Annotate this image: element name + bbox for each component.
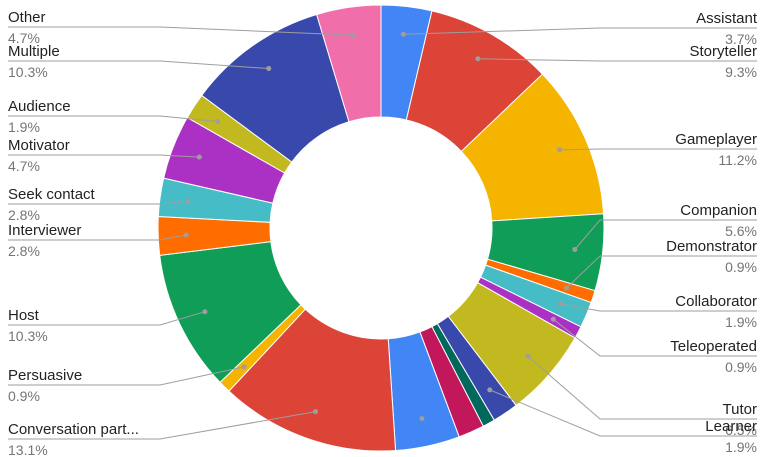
slice-percent-demonstrator: 0.9% [725, 259, 757, 275]
leader-line-conversation-part [8, 411, 316, 440]
slice-percent-teleoperated: 0.9% [725, 359, 757, 375]
slice-label-multiple: Multiple [8, 43, 60, 60]
slice-label-gameplayer: Gameplayer [675, 131, 757, 148]
slice-percent-seek-contact: 2.8% [8, 207, 40, 223]
leader-line-teleoperated [552, 318, 757, 357]
slice-label-conversation-part: Conversation part... [8, 421, 139, 438]
leader-line-companion [574, 219, 757, 250]
slice-percent-learner: 1.9% [725, 439, 757, 455]
slice-label-interviewer: Interviewer [8, 222, 81, 239]
leader-dot-instructor [419, 416, 425, 422]
slice-percent-audience: 1.9% [8, 119, 40, 135]
leader-line-assistant [403, 27, 757, 35]
leader-line-other [8, 26, 353, 36]
leader-line-storyteller [477, 58, 757, 62]
slice-label-persuasive: Persuasive [8, 367, 82, 384]
slices [157, 4, 605, 452]
slice-label-seek-contact: Seek contact [8, 186, 96, 203]
slice-label-companion: Companion [680, 202, 757, 219]
slice-label-storyteller: Storyteller [689, 43, 757, 60]
slice-percent-motivator: 4.7% [8, 158, 40, 174]
slice-percent-persuasive: 0.9% [8, 388, 40, 404]
leader-line-gameplayer [559, 148, 757, 151]
leader-line-host [8, 311, 206, 326]
leader-line-interviewer [8, 234, 187, 241]
slice-label-teleoperated: Teleoperated [670, 338, 757, 355]
leader-line-seek-contact [8, 200, 188, 205]
slice-percent-assistant: 3.7% [725, 31, 757, 47]
leader-line-collaborator [560, 303, 757, 312]
slice-percent-interviewer: 2.8% [8, 243, 40, 259]
slice-percent-tutor: 6.5% [725, 422, 757, 438]
leader-line-learner [489, 389, 757, 437]
slice-label-host: Host [8, 307, 40, 324]
leader-dot-interviewer [183, 232, 189, 238]
slice-percent-storyteller: 9.3% [725, 64, 757, 80]
leader-line-persuasive [8, 366, 245, 386]
leader-lines [8, 26, 757, 440]
slice-percent-instructor: 4.7% [725, 0, 757, 3]
slice-label-instructor: Instructor [694, 0, 757, 4]
slice-percent-gameplayer: 11.2% [718, 152, 757, 168]
slice-label-tutor: Tutor [723, 401, 757, 418]
leader-line-motivator [8, 154, 200, 158]
slice-percent-multiple: 10.3% [8, 64, 48, 80]
leader-line-tutor [527, 355, 757, 420]
slice-percent-host: 10.3% [8, 328, 48, 344]
slice-percent-conversation-part: 13.1% [8, 442, 48, 457]
slice-label-motivator: Motivator [8, 137, 70, 154]
slice-label-other: Other [8, 9, 46, 26]
slice-label-assistant: Assistant [696, 10, 758, 27]
slice-label-audience: Audience [8, 98, 71, 115]
slice-percent-other: 4.7% [8, 30, 40, 46]
slice-percent-companion: 5.6% [725, 223, 757, 239]
leader-line-audience [8, 115, 218, 123]
slice-percent-collaborator: 1.9% [725, 314, 757, 330]
slice-label-demonstrator: Demonstrator [666, 238, 757, 255]
slice-labels: Assistant 3.7%Storyteller 9.3% Gameplayer 11… [8, 0, 758, 457]
slice-label-learner: Learner [705, 418, 757, 435]
leader-line-multiple [8, 60, 269, 70]
slice-label-collaborator: Collaborator [675, 293, 757, 310]
leader-line-demonstrator [566, 255, 757, 289]
